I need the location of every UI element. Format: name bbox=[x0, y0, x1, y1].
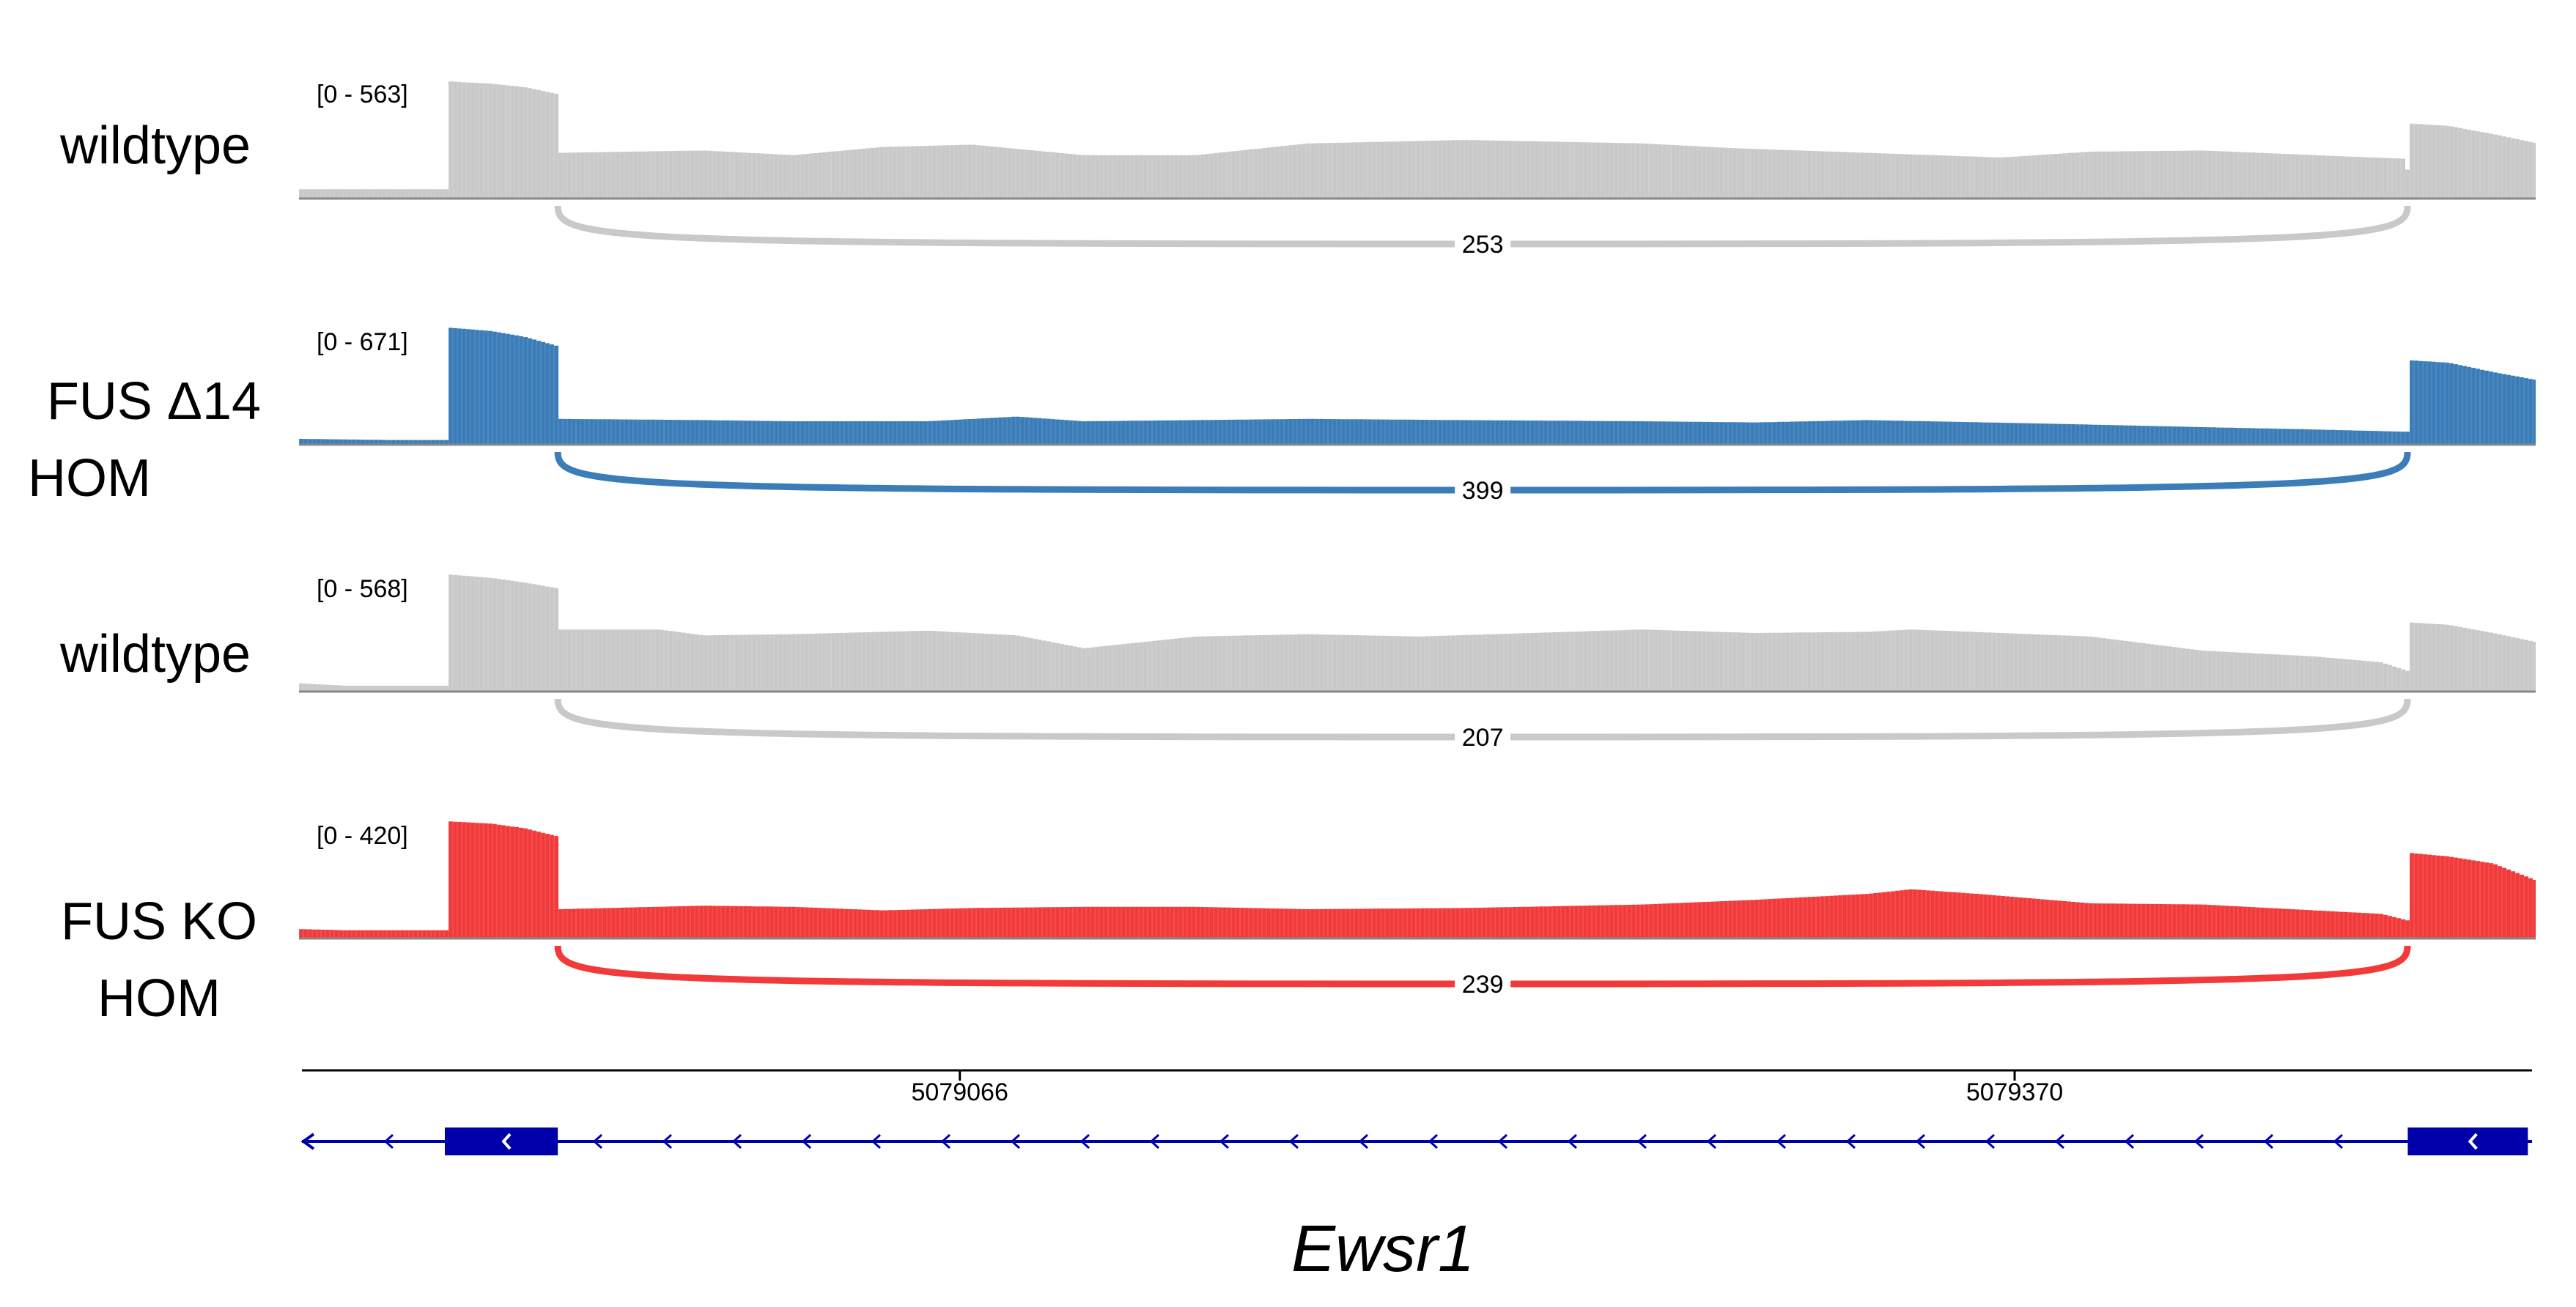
exon-strand-arrow bbox=[501, 1133, 512, 1150]
chevron-left-icon bbox=[1358, 1133, 1369, 1149]
junction-count: 239 bbox=[1462, 971, 1504, 999]
junction-count-bg bbox=[1455, 971, 1511, 999]
chevron-left-icon bbox=[1219, 1133, 1230, 1149]
track-fus-ko-hom: FUS KO HOM [0 - 420] 239 bbox=[61, 821, 2536, 1028]
chevron-left-icon bbox=[592, 1133, 603, 1149]
chevron-left-icon bbox=[1428, 1133, 1439, 1149]
chevron-left-icon bbox=[2263, 1133, 2274, 1149]
track-label: wildtype bbox=[59, 625, 251, 684]
chevron-left-icon bbox=[1288, 1133, 1299, 1149]
coverage-area bbox=[298, 574, 2536, 692]
junction-count: 399 bbox=[1462, 477, 1504, 505]
chevron-left-icon bbox=[1636, 1133, 1647, 1149]
coverage-range: [0 - 568] bbox=[317, 575, 408, 603]
coverage-histogram bbox=[299, 327, 2536, 445]
gene-start-arrow bbox=[300, 1133, 315, 1150]
strand-arrows bbox=[383, 1133, 2344, 1149]
coverage-histogram bbox=[299, 574, 2536, 692]
coverage-area bbox=[298, 821, 2536, 938]
track-wildtype-1: wildtype [0 - 563] 253 bbox=[59, 81, 2536, 259]
chevron-left-icon bbox=[1845, 1133, 1856, 1149]
chevron-left-icon bbox=[2193, 1133, 2204, 1149]
chevron-left-icon bbox=[2124, 1133, 2135, 1149]
junction-count: 253 bbox=[1462, 231, 1504, 259]
track-label-line2: HOM bbox=[97, 969, 221, 1028]
chevron-left-icon bbox=[871, 1133, 882, 1149]
chevron-left-icon bbox=[662, 1133, 673, 1149]
coverage-range: [0 - 671] bbox=[317, 328, 408, 356]
exon-strand-arrow bbox=[2468, 1133, 2478, 1150]
ruler-tick-label: 5079066 bbox=[911, 1078, 1008, 1106]
coverage-range: [0 - 420] bbox=[317, 822, 408, 850]
chevron-left-icon bbox=[1149, 1133, 1160, 1149]
coverage-histogram bbox=[299, 81, 2536, 199]
chevron-left-icon bbox=[2333, 1133, 2344, 1149]
chevron-left-icon bbox=[940, 1133, 951, 1149]
chevron-left-icon bbox=[1706, 1133, 1717, 1149]
exon-1 bbox=[444, 1128, 558, 1155]
chevron-left-icon bbox=[1080, 1133, 1090, 1149]
chevron-left-icon bbox=[731, 1133, 742, 1149]
gene-name: Ewsr1 bbox=[1291, 1212, 1475, 1286]
junction-count-bg bbox=[1455, 724, 1511, 752]
chevron-left-icon bbox=[1985, 1133, 1996, 1149]
chevron-left-icon bbox=[2054, 1133, 2065, 1149]
chevron-left-icon bbox=[383, 1133, 394, 1149]
junction-count: 207 bbox=[1462, 724, 1504, 752]
junction-count-bg bbox=[1455, 231, 1511, 259]
track-fus-delta14-hom: FUS Δ14 HOM [0 - 671] 399 bbox=[28, 327, 2536, 508]
coverage-area bbox=[298, 327, 2536, 445]
chevron-left-icon bbox=[801, 1133, 812, 1149]
chevron-left-icon bbox=[1010, 1133, 1021, 1149]
chevron-left-icon bbox=[1915, 1133, 1926, 1149]
junction-count-bg bbox=[1455, 477, 1511, 505]
coverage-area bbox=[298, 81, 2536, 199]
coverage-range: [0 - 563] bbox=[317, 81, 408, 108]
track-label-line1: FUS KO bbox=[61, 892, 257, 951]
chevron-left-icon bbox=[1567, 1133, 1578, 1149]
genomic-ruler: 5079066 5079370 bbox=[302, 1069, 2532, 1106]
chevron-left-icon bbox=[1497, 1133, 1508, 1149]
track-label: wildtype bbox=[59, 116, 251, 175]
track-wildtype-2: wildtype [0 - 568] 207 bbox=[59, 574, 2536, 752]
ruler-tick-label: 5079370 bbox=[1966, 1078, 2063, 1106]
gene-model bbox=[300, 1128, 2532, 1155]
track-label-line2: HOM bbox=[28, 449, 151, 508]
chevron-left-icon bbox=[1776, 1133, 1787, 1149]
track-label-line1: FUS Δ14 bbox=[47, 372, 261, 431]
exon-2 bbox=[2407, 1128, 2528, 1155]
coverage-histogram bbox=[299, 821, 2536, 938]
